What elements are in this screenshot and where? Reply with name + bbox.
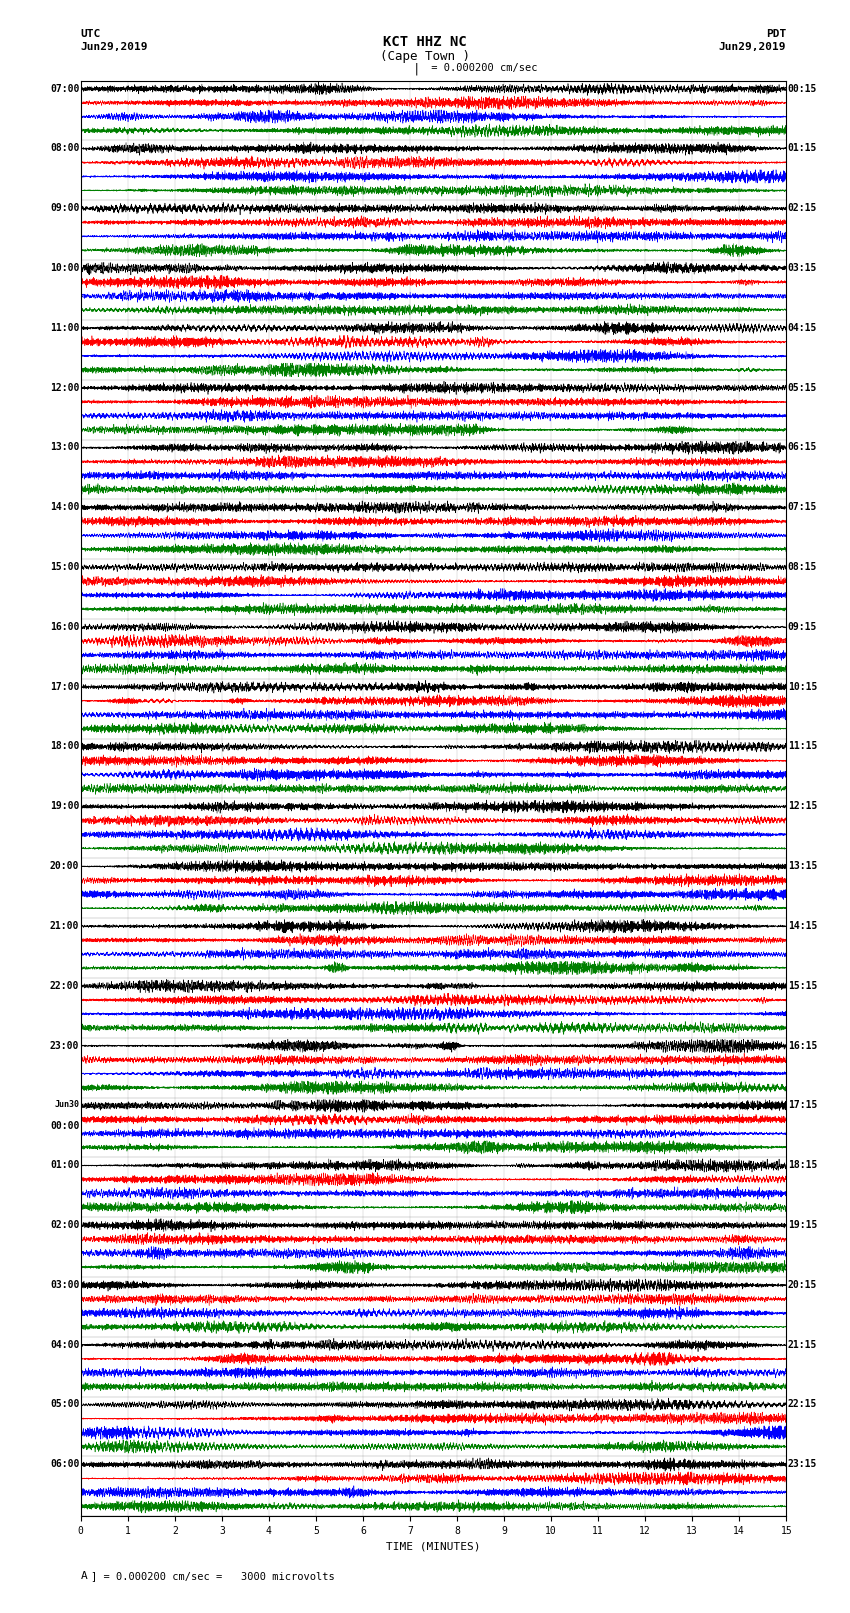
Text: 20:15: 20:15	[788, 1279, 817, 1290]
Text: A: A	[81, 1571, 88, 1581]
X-axis label: TIME (MINUTES): TIME (MINUTES)	[386, 1542, 481, 1552]
Text: 05:15: 05:15	[788, 382, 817, 392]
Text: 19:00: 19:00	[50, 802, 79, 811]
Text: 17:15: 17:15	[788, 1100, 817, 1110]
Text: (Cape Town ): (Cape Town )	[380, 50, 470, 63]
Text: 16:00: 16:00	[50, 623, 79, 632]
Text: 22:00: 22:00	[50, 981, 79, 990]
Text: 12:00: 12:00	[50, 382, 79, 392]
Text: 23:00: 23:00	[50, 1040, 79, 1050]
Text: 10:15: 10:15	[788, 682, 817, 692]
Text: 04:00: 04:00	[50, 1340, 79, 1350]
Text: 02:15: 02:15	[788, 203, 817, 213]
Text: ] = 0.000200 cm/sec =   3000 microvolts: ] = 0.000200 cm/sec = 3000 microvolts	[91, 1571, 335, 1581]
Text: 05:00: 05:00	[50, 1400, 79, 1410]
Text: 14:00: 14:00	[50, 502, 79, 513]
Text: 11:15: 11:15	[788, 742, 817, 752]
Text: 18:00: 18:00	[50, 742, 79, 752]
Text: 17:00: 17:00	[50, 682, 79, 692]
Text: 23:15: 23:15	[788, 1460, 817, 1469]
Text: PDT: PDT	[766, 29, 786, 39]
Text: |: |	[413, 63, 420, 76]
Text: 04:15: 04:15	[788, 323, 817, 332]
Text: 08:15: 08:15	[788, 561, 817, 573]
Text: 03:00: 03:00	[50, 1279, 79, 1290]
Text: Jun29,2019: Jun29,2019	[719, 42, 786, 52]
Text: KCT HHZ NC: KCT HHZ NC	[383, 35, 467, 50]
Text: 22:15: 22:15	[788, 1400, 817, 1410]
Text: 00:15: 00:15	[788, 84, 817, 94]
Text: 12:15: 12:15	[788, 802, 817, 811]
Text: 00:00: 00:00	[50, 1121, 79, 1131]
Text: 13:00: 13:00	[50, 442, 79, 452]
Text: 01:15: 01:15	[788, 144, 817, 153]
Text: 10:00: 10:00	[50, 263, 79, 273]
Text: UTC: UTC	[81, 29, 101, 39]
Text: 08:00: 08:00	[50, 144, 79, 153]
Text: 06:00: 06:00	[50, 1460, 79, 1469]
Text: 01:00: 01:00	[50, 1160, 79, 1169]
Text: 07:15: 07:15	[788, 502, 817, 513]
Text: 09:15: 09:15	[788, 623, 817, 632]
Text: Jun30: Jun30	[54, 1100, 79, 1110]
Text: Jun29,2019: Jun29,2019	[81, 42, 148, 52]
Text: = 0.000200 cm/sec: = 0.000200 cm/sec	[425, 63, 537, 73]
Text: 20:00: 20:00	[50, 861, 79, 871]
Text: 06:15: 06:15	[788, 442, 817, 452]
Text: 21:00: 21:00	[50, 921, 79, 931]
Text: 15:15: 15:15	[788, 981, 817, 990]
Text: 03:15: 03:15	[788, 263, 817, 273]
Text: 14:15: 14:15	[788, 921, 817, 931]
Text: 11:00: 11:00	[50, 323, 79, 332]
Text: 16:15: 16:15	[788, 1040, 817, 1050]
Text: 19:15: 19:15	[788, 1219, 817, 1231]
Text: 13:15: 13:15	[788, 861, 817, 871]
Text: 15:00: 15:00	[50, 561, 79, 573]
Text: 09:00: 09:00	[50, 203, 79, 213]
Text: 18:15: 18:15	[788, 1160, 817, 1169]
Text: 21:15: 21:15	[788, 1340, 817, 1350]
Text: 02:00: 02:00	[50, 1219, 79, 1231]
Text: 07:00: 07:00	[50, 84, 79, 94]
